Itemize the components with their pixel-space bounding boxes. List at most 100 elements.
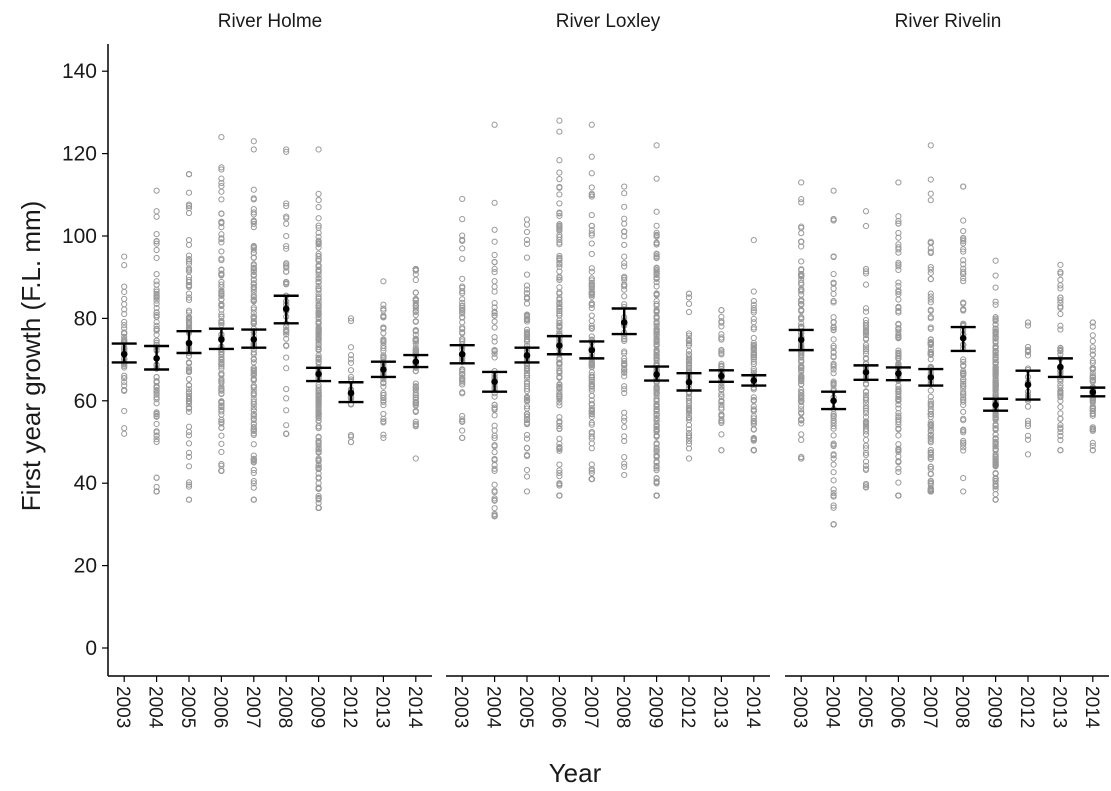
mean-point-1-2003 bbox=[458, 350, 466, 358]
raw-point bbox=[895, 446, 902, 453]
raw-point bbox=[1089, 405, 1096, 412]
raw-point bbox=[718, 334, 725, 341]
raw-point bbox=[250, 246, 257, 253]
raw-point bbox=[218, 361, 225, 368]
raw-point bbox=[380, 391, 387, 399]
raw-point bbox=[895, 412, 902, 419]
raw-point bbox=[491, 283, 498, 290]
raw-point bbox=[121, 253, 128, 260]
raw-point bbox=[185, 294, 193, 301]
raw-point bbox=[556, 368, 563, 375]
raw-point bbox=[992, 491, 999, 498]
raw-point bbox=[830, 285, 837, 292]
raw-point bbox=[185, 449, 193, 456]
raw-point bbox=[153, 436, 160, 443]
x-tick-label-2-2006: 2006 bbox=[886, 686, 907, 728]
raw-point bbox=[992, 469, 999, 477]
raw-point bbox=[315, 423, 322, 430]
raw-point bbox=[556, 284, 563, 291]
raw-point bbox=[380, 380, 387, 387]
raw-point bbox=[412, 422, 419, 429]
raw-point bbox=[556, 176, 563, 183]
raw-point bbox=[653, 408, 660, 415]
raw-point bbox=[992, 301, 999, 308]
raw-point bbox=[1024, 436, 1032, 443]
raw-point bbox=[588, 322, 595, 329]
raw-point bbox=[283, 200, 290, 207]
raw-point bbox=[283, 407, 290, 414]
raw-point bbox=[491, 334, 498, 341]
raw-point bbox=[380, 345, 387, 352]
raw-point bbox=[380, 434, 387, 441]
raw-point bbox=[491, 312, 498, 319]
raw-point bbox=[556, 191, 563, 198]
raw-point bbox=[459, 310, 466, 317]
raw-point bbox=[153, 391, 160, 398]
raw-point bbox=[315, 328, 322, 336]
error-bar-1-2013 bbox=[708, 369, 734, 384]
raw-point bbox=[588, 268, 595, 275]
raw-point bbox=[653, 432, 660, 439]
raw-point bbox=[218, 166, 225, 173]
raw-point bbox=[315, 244, 322, 251]
raw-point bbox=[653, 440, 660, 447]
raw-point bbox=[830, 253, 837, 260]
mean-point-0-2012 bbox=[347, 389, 355, 397]
raw-point bbox=[750, 447, 757, 454]
raw-point bbox=[459, 195, 466, 203]
raw-point bbox=[992, 328, 999, 335]
mean-point-1-2006 bbox=[556, 342, 563, 349]
raw-point bbox=[315, 301, 322, 308]
raw-point bbox=[830, 492, 837, 499]
raw-point bbox=[315, 146, 322, 153]
error-bar-0-2014 bbox=[403, 353, 429, 369]
raw-point bbox=[653, 271, 660, 279]
raw-point bbox=[992, 447, 999, 454]
x-tick-label-2-2003: 2003 bbox=[789, 686, 810, 728]
raw-point bbox=[459, 416, 466, 423]
raw-point bbox=[895, 304, 902, 311]
facet-panel-0: 2003 2004 2005 2006 2007 2008 2009 2012 2013 2014 bbox=[108, 134, 432, 729]
raw-point bbox=[653, 354, 660, 361]
raw-point bbox=[1024, 420, 1032, 427]
raw-point bbox=[1057, 285, 1064, 292]
raw-point bbox=[153, 438, 160, 445]
raw-point bbox=[621, 241, 628, 249]
raw-point bbox=[960, 378, 967, 385]
error-bar-2-2013 bbox=[1047, 357, 1073, 379]
raw-point bbox=[653, 467, 660, 474]
raw-point bbox=[283, 331, 290, 338]
raw-point bbox=[927, 238, 934, 245]
raw-point bbox=[185, 290, 193, 297]
raw-point bbox=[621, 414, 628, 421]
mean-point-2-2003 bbox=[797, 336, 805, 344]
raw-point bbox=[960, 369, 967, 376]
x-tick-label-0-2014: 2014 bbox=[404, 686, 425, 729]
raw-point bbox=[621, 471, 628, 479]
raw-point bbox=[218, 224, 225, 231]
raw-point bbox=[185, 440, 193, 447]
raw-point bbox=[250, 138, 257, 145]
raw-point bbox=[491, 278, 498, 285]
raw-point bbox=[992, 348, 999, 355]
raw-point bbox=[153, 278, 160, 285]
raw-point bbox=[830, 342, 837, 350]
raw-point bbox=[588, 240, 595, 247]
raw-point bbox=[750, 339, 757, 347]
raw-point bbox=[621, 276, 628, 283]
raw-point bbox=[153, 288, 160, 295]
raw-point bbox=[218, 270, 225, 277]
raw-point bbox=[523, 393, 531, 401]
raw-point bbox=[992, 412, 999, 419]
raw-point bbox=[153, 213, 160, 220]
raw-point bbox=[556, 233, 563, 241]
mean-point-2-2009 bbox=[992, 401, 999, 409]
raw-point bbox=[750, 304, 757, 312]
raw-point bbox=[185, 252, 193, 259]
raw-point bbox=[121, 330, 128, 337]
raw-point bbox=[491, 513, 498, 520]
raw-point bbox=[621, 424, 628, 431]
raw-point bbox=[380, 342, 387, 349]
raw-point bbox=[895, 279, 902, 286]
raw-point bbox=[653, 307, 660, 315]
